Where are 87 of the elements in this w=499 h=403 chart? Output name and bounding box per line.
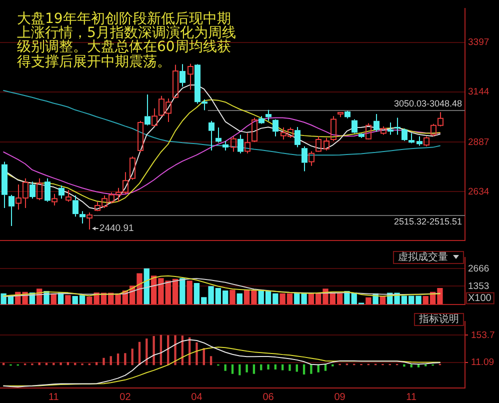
text: 大盘19年年初创阶段新低后现中期上涨行情，5月指数深调演化为周线级别调整。大盘总体在60周均线获得支撑后展开中期震荡。 <box>17 11 237 70</box>
candlestick <box>188 63 194 90</box>
candlestick <box>374 114 380 132</box>
candlestick <box>216 127 222 144</box>
bar <box>310 364 312 374</box>
x-tick-label: 02 <box>120 392 132 403</box>
candlestick <box>30 181 36 200</box>
bar <box>38 362 40 366</box>
bar <box>224 364 226 371</box>
candlestick <box>72 194 78 218</box>
annotation: 2440.91 <box>99 223 134 234</box>
bar <box>210 356 212 366</box>
bar <box>102 358 105 366</box>
candlestick <box>238 134 244 154</box>
candlestick <box>2 161 8 208</box>
y-axis-title: X100 <box>468 293 492 304</box>
candlestick <box>58 184 64 200</box>
bar <box>366 297 372 304</box>
ref-line-label: 2515.32-2515.51 <box>394 216 462 226</box>
bar <box>410 364 412 368</box>
x-tick-label: 04 <box>191 392 203 403</box>
candlestick <box>416 136 422 146</box>
bar <box>65 295 71 304</box>
bar <box>246 364 248 372</box>
bar <box>230 290 236 304</box>
bar <box>238 364 241 376</box>
x-tick-label: 06 <box>262 392 274 403</box>
bar <box>267 364 270 370</box>
bar <box>110 356 112 366</box>
bar <box>296 364 298 372</box>
bar <box>417 364 420 368</box>
y-tick-label: 11.09 <box>471 357 494 368</box>
candlestick <box>302 146 308 172</box>
candlestick <box>408 132 414 143</box>
candlestick <box>344 111 350 119</box>
bar <box>324 364 327 371</box>
ref-line-label: 3050.03-3048.48 <box>394 98 462 108</box>
bar <box>152 336 155 366</box>
bar <box>196 342 198 366</box>
x-tick-label: 11 <box>48 392 60 403</box>
y-tick-label: 153.7 <box>471 330 495 341</box>
bar <box>180 278 186 304</box>
y-tick-label: 2666 <box>468 263 490 274</box>
bar <box>124 353 126 366</box>
candlestick <box>294 126 300 148</box>
y-tick-label: 2634 <box>468 186 490 198</box>
bar <box>95 362 98 366</box>
bar <box>231 364 234 374</box>
bar <box>281 364 284 370</box>
bar <box>186 280 192 304</box>
candlestick <box>172 64 178 99</box>
y-tick-label: 2887 <box>468 136 490 148</box>
candlestick <box>144 94 150 126</box>
candlestick <box>394 117 400 136</box>
bar <box>236 293 242 304</box>
candlestick <box>180 64 186 88</box>
x-tick-label: 09 <box>334 392 346 403</box>
bar <box>288 364 291 371</box>
candlestick <box>272 120 278 137</box>
candlestick <box>222 140 228 151</box>
y-tick-label: 1353 <box>468 280 490 292</box>
bar <box>174 335 176 366</box>
candlestick <box>244 132 250 154</box>
candlestick <box>208 120 214 151</box>
candlestick <box>266 109 272 122</box>
bar <box>131 348 134 366</box>
bar <box>66 362 70 366</box>
bar <box>60 362 62 366</box>
chart-title: 虚拟成交量 <box>398 252 448 263</box>
candlestick <box>80 210 86 224</box>
bar <box>116 353 120 366</box>
bar <box>144 268 150 304</box>
bar <box>274 364 277 370</box>
bar <box>403 364 406 367</box>
candlestick <box>258 116 264 124</box>
candlestick <box>388 122 394 136</box>
y-tick-label: 3144 <box>468 86 490 98</box>
x-tick-label: 11 <box>406 392 417 403</box>
candlestick <box>358 134 364 138</box>
bar <box>260 364 262 370</box>
candlestick <box>402 128 408 142</box>
bar <box>302 364 306 374</box>
candlestick <box>8 194 14 227</box>
bar <box>252 364 256 374</box>
annotation: 指标说明 <box>414 313 464 326</box>
y-tick-label: 3397 <box>468 37 490 48</box>
candlestick <box>352 118 358 133</box>
